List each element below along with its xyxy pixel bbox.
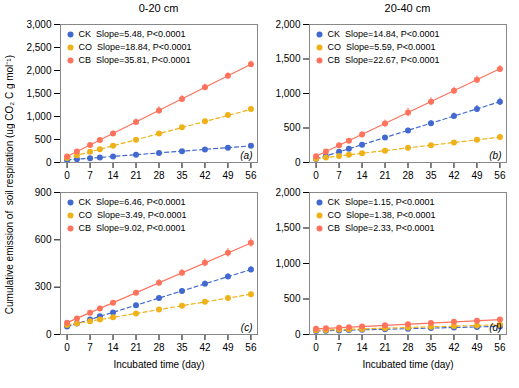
svg-text:49: 49 — [471, 170, 483, 181]
svg-text:7: 7 — [336, 170, 342, 181]
svg-text:0: 0 — [46, 157, 52, 168]
svg-text:0: 0 — [313, 342, 319, 353]
svg-text:0: 0 — [295, 157, 301, 168]
svg-text:14: 14 — [356, 170, 368, 181]
svg-text:56: 56 — [494, 342, 506, 353]
svg-text:42: 42 — [199, 342, 211, 353]
html-text:20-40 cm: 20-40 cm — [384, 2, 431, 14]
svg-text:1,500: 1,500 — [26, 88, 51, 99]
svg-text:CB Slope=35.81, P<0.0001: CB Slope=35.81, P<0.0001 — [79, 55, 191, 65]
svg-text:28: 28 — [402, 170, 414, 181]
svg-text:35: 35 — [425, 170, 437, 181]
svg-text:28: 28 — [153, 170, 165, 181]
svg-text:21: 21 — [130, 170, 142, 181]
html-text:Cumulative emission of soil re: Cumulative emission of soil respiration … — [4, 55, 15, 315]
svg-text:CK Slope=5.48, P<0.0001: CK Slope=5.48, P<0.0001 — [79, 29, 186, 39]
svg-text:2,000: 2,000 — [26, 65, 51, 76]
svg-text:500: 500 — [284, 293, 301, 304]
svg-text:2,000: 2,000 — [275, 19, 300, 30]
svg-text:CO Slope=1.38, P<0.0001: CO Slope=1.38, P<0.0001 — [328, 210, 436, 220]
svg-text:CB Slope=9.02, P<0.0001: CB Slope=9.02, P<0.0001 — [79, 223, 186, 233]
svg-text:49: 49 — [471, 342, 483, 353]
svg-text:0: 0 — [46, 329, 52, 340]
svg-text:42: 42 — [448, 170, 460, 181]
svg-text:56: 56 — [245, 170, 257, 181]
svg-text:CO Slope=5.59, P<0.0001: CO Slope=5.59, P<0.0001 — [328, 42, 436, 52]
svg-text:0: 0 — [64, 342, 70, 353]
svg-text:500: 500 — [35, 134, 52, 145]
svg-text:21: 21 — [379, 170, 391, 181]
svg-text:28: 28 — [402, 342, 414, 353]
svg-text:(d): (d) — [489, 322, 501, 333]
svg-text:300: 300 — [35, 281, 52, 292]
svg-text:CO Slope=18.84, P<0.0001: CO Slope=18.84, P<0.0001 — [79, 42, 192, 52]
svg-text:0: 0 — [313, 170, 319, 181]
svg-text:1,500: 1,500 — [275, 53, 300, 64]
svg-text:Incubated time (day): Incubated time (day) — [362, 359, 453, 370]
svg-text:0: 0 — [295, 329, 301, 340]
svg-text:21: 21 — [379, 342, 391, 353]
svg-text:2,000: 2,000 — [275, 187, 300, 198]
svg-text:14: 14 — [107, 170, 119, 181]
svg-text:(c): (c) — [241, 322, 253, 333]
svg-text:21: 21 — [130, 342, 142, 353]
svg-text:500: 500 — [284, 122, 301, 133]
svg-text:35: 35 — [176, 170, 188, 181]
svg-text:CK Slope=1.15, P<0.0001: CK Slope=1.15, P<0.0001 — [328, 197, 435, 207]
svg-text:42: 42 — [199, 170, 211, 181]
svg-text:14: 14 — [107, 342, 119, 353]
svg-text:56: 56 — [245, 342, 257, 353]
svg-text:2,500: 2,500 — [26, 42, 51, 53]
svg-text:56: 56 — [494, 170, 506, 181]
svg-text:(a): (a) — [240, 150, 252, 161]
svg-text:1,000: 1,000 — [275, 88, 300, 99]
html-text:0-20 cm: 0-20 cm — [138, 2, 179, 14]
svg-text:CB Slope=22.67, P<0.0001: CB Slope=22.67, P<0.0001 — [328, 55, 440, 65]
svg-text:7: 7 — [336, 342, 342, 353]
svg-text:(b): (b) — [489, 150, 501, 161]
svg-text:1,000: 1,000 — [26, 111, 51, 122]
svg-text:900: 900 — [35, 187, 52, 198]
svg-text:0: 0 — [64, 170, 70, 181]
svg-text:600: 600 — [35, 234, 52, 245]
svg-text:CO Slope=3.49, P<0.0001: CO Slope=3.49, P<0.0001 — [79, 210, 187, 220]
svg-text:CK Slope=14.84, P<0.0001: CK Slope=14.84, P<0.0001 — [328, 29, 440, 39]
svg-text:28: 28 — [153, 342, 165, 353]
svg-text:49: 49 — [222, 342, 234, 353]
svg-text:49: 49 — [222, 170, 234, 181]
svg-text:35: 35 — [176, 342, 188, 353]
svg-text:14: 14 — [356, 342, 368, 353]
svg-text:42: 42 — [448, 342, 460, 353]
svg-text:1,000: 1,000 — [275, 258, 300, 269]
svg-text:CB Slope=2.33, P<0.0001: CB Slope=2.33, P<0.0001 — [328, 223, 435, 233]
svg-text:CK Slope=6.46, P<0.0001: CK Slope=6.46, P<0.0001 — [79, 197, 186, 207]
svg-text:7: 7 — [87, 170, 93, 181]
svg-text:35: 35 — [425, 342, 437, 353]
svg-text:3,000: 3,000 — [26, 19, 51, 30]
svg-text:1,500: 1,500 — [275, 222, 300, 233]
svg-text:Incubated time (day): Incubated time (day) — [113, 359, 204, 370]
svg-text:7: 7 — [87, 342, 93, 353]
